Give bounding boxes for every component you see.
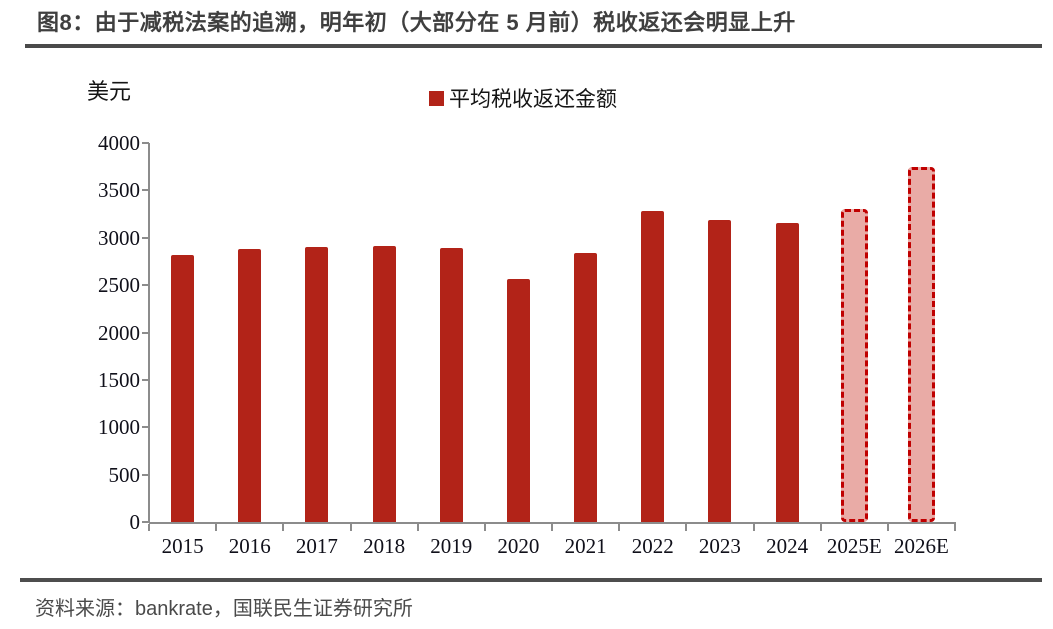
x-axis-tick — [618, 524, 621, 531]
x-axis-tick — [349, 524, 352, 531]
y-axis-tick-label: 3000 — [98, 225, 140, 250]
y-axis-tick — [142, 284, 149, 287]
bar-2025E — [840, 209, 868, 522]
x-axis-line — [149, 522, 956, 524]
x-axis-label-2022: 2022 — [631, 534, 674, 558]
x-axis-tick — [483, 524, 486, 531]
bar-2020 — [506, 279, 530, 522]
y-axis-tick — [142, 236, 149, 239]
x-axis-label-2026E: 2026E — [893, 534, 949, 558]
x-axis-label-2019: 2019 — [430, 534, 473, 558]
bar-2026E — [907, 166, 935, 522]
chart-legend: 平均税收返还金额 — [429, 83, 617, 113]
y-axis-tick-label: 2000 — [98, 320, 140, 345]
x-axis-label-2021: 2021 — [564, 534, 607, 558]
bar-2021 — [574, 252, 598, 522]
x-axis-label-2018: 2018 — [363, 534, 406, 558]
footer-divider — [20, 578, 1042, 582]
x-axis-label-2016: 2016 — [228, 534, 271, 558]
source-note: 资料来源：bankrate，国联民生证券研究所 — [35, 598, 413, 620]
x-axis-tick — [416, 524, 419, 531]
x-axis-tick — [685, 524, 688, 531]
x-axis-tick — [954, 524, 956, 531]
bar-2018 — [372, 245, 396, 522]
y-axis-tick-label: 3500 — [98, 178, 140, 203]
x-axis-tick — [551, 524, 553, 531]
bar-2023 — [708, 219, 732, 522]
y-axis-tick — [142, 473, 149, 476]
bar-2017 — [305, 247, 329, 522]
y-axis-tick — [142, 378, 149, 381]
y-axis-tick — [142, 426, 149, 429]
y-axis-tick-label: 1500 — [98, 367, 140, 392]
legend-label: 平均税收返还金额 — [449, 88, 617, 111]
legend-marker-icon — [429, 90, 444, 106]
title-divider — [25, 44, 1042, 48]
bar-2022 — [641, 211, 665, 522]
y-axis-tick — [142, 521, 149, 523]
y-axis-tick-label: 1000 — [98, 415, 140, 440]
x-axis-tick — [148, 524, 150, 531]
y-axis-tick — [142, 142, 149, 144]
x-axis-label-2025E: 2025E — [826, 534, 882, 558]
x-axis-label-2020: 2020 — [497, 534, 540, 558]
x-axis-label-2023: 2023 — [698, 534, 741, 558]
x-axis-tick — [886, 524, 889, 531]
bar-2024 — [775, 222, 799, 522]
y-axis-tick-label: 500 — [108, 462, 141, 487]
x-axis-label-2015: 2015 — [161, 534, 204, 558]
y-axis-tick-label: 4000 — [98, 131, 140, 155]
bar-2015 — [171, 254, 195, 522]
x-axis-label-2024: 2024 — [766, 534, 809, 558]
x-axis-label-2017: 2017 — [295, 534, 338, 558]
x-axis-tick — [215, 524, 218, 531]
bar-2016 — [238, 249, 262, 522]
y-axis-unit-label: 美元 — [87, 79, 132, 104]
y-axis-tick-label: 2500 — [98, 273, 140, 298]
y-axis-tick — [142, 189, 149, 192]
y-axis-tick — [142, 331, 149, 334]
x-axis-tick — [282, 524, 285, 531]
bar-2019 — [439, 248, 463, 522]
y-axis-tick-label: 0 — [129, 510, 141, 534]
x-axis-tick — [752, 524, 755, 531]
x-axis-tick — [819, 524, 822, 531]
figure-title: 图8：由于减税法案的追溯，明年初（大部分在 5 月前）税收返还会明显上升 — [37, 10, 796, 35]
y-axis-line — [148, 143, 150, 522]
